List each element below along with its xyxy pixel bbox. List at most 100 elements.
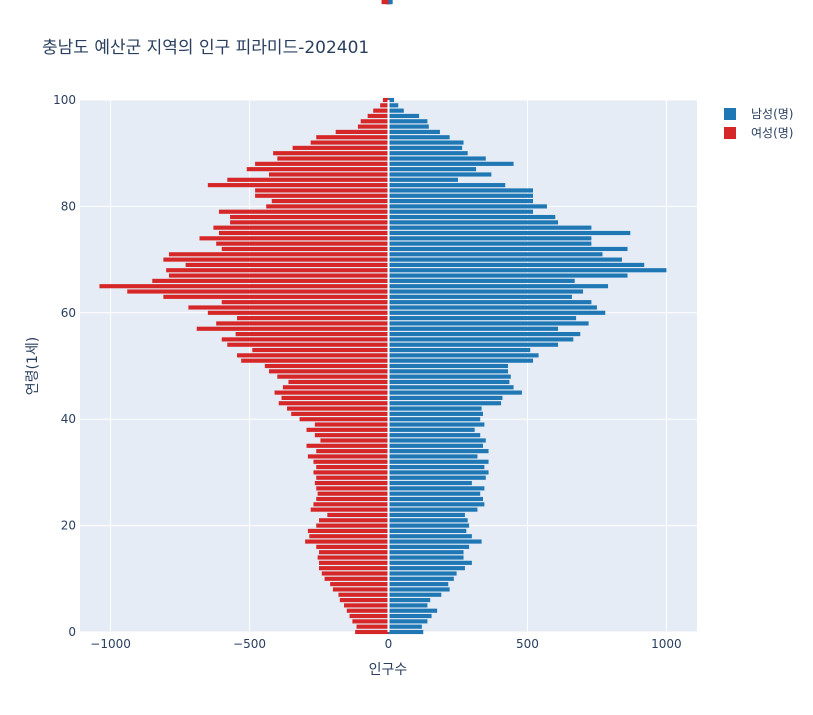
- bar-female-age-8[interactable]: [332, 587, 389, 592]
- bar-male-age-59[interactable]: [388, 316, 577, 321]
- bar-male-age-86[interactable]: [388, 172, 492, 177]
- bar-male-age-68[interactable]: [388, 268, 667, 273]
- bar-female-age-41[interactable]: [291, 411, 389, 416]
- bar-male-age-97[interactable]: [388, 113, 420, 119]
- bar-female-age-61[interactable]: [188, 305, 389, 310]
- bar-female-age-7[interactable]: [338, 592, 389, 597]
- bar-male-age-66[interactable]: [388, 278, 575, 283]
- bar-male-age-9[interactable]: [388, 582, 449, 587]
- bar-female-age-undefined[interactable]: [381, 0, 389, 5]
- bar-male-age-69[interactable]: [388, 262, 645, 267]
- bar-female-age-27[interactable]: [316, 486, 389, 491]
- bar-male-age-82[interactable]: [388, 193, 534, 198]
- bar-male-age-58[interactable]: [388, 321, 589, 326]
- bar-female-age-5[interactable]: [344, 603, 389, 608]
- bar-male-age-24[interactable]: [388, 502, 485, 507]
- bar-female-age-38[interactable]: [306, 427, 389, 432]
- bar-female-age-76[interactable]: [213, 225, 389, 230]
- bar-female-age-99[interactable]: [380, 103, 389, 108]
- bar-female-age-56[interactable]: [235, 332, 389, 337]
- bar-male-age-11[interactable]: [388, 571, 457, 576]
- bar-male-age-45[interactable]: [388, 390, 522, 395]
- bar-female-age-84[interactable]: [207, 183, 389, 188]
- bar-female-age-21[interactable]: [319, 518, 389, 523]
- bar-female-age-74[interactable]: [199, 236, 389, 241]
- bar-male-age-22[interactable]: [388, 512, 465, 518]
- bar-male-age-32[interactable]: [388, 459, 489, 464]
- bar-male-age-20[interactable]: [388, 523, 470, 528]
- bar-female-age-35[interactable]: [306, 443, 389, 448]
- bar-male-age-92[interactable]: [388, 140, 464, 145]
- bar-female-age-54[interactable]: [227, 342, 389, 347]
- bar-male-age-15[interactable]: [388, 550, 464, 555]
- bar-male-age-0[interactable]: [388, 629, 424, 635]
- bar-female-age-3[interactable]: [349, 613, 389, 619]
- bar-female-age-95[interactable]: [357, 124, 389, 129]
- bar-male-age-54[interactable]: [388, 342, 559, 347]
- bar-male-age-13[interactable]: [388, 560, 472, 565]
- bar-female-age-14[interactable]: [317, 555, 389, 560]
- bar-female-age-16[interactable]: [316, 544, 389, 549]
- bar-male-age-5[interactable]: [388, 603, 428, 608]
- bar-male-age-2[interactable]: [388, 619, 428, 624]
- bar-male-age-96[interactable]: [388, 119, 428, 124]
- bar-female-age-46[interactable]: [282, 385, 389, 390]
- bar-male-age-77[interactable]: [388, 220, 559, 225]
- bar-male-age-44[interactable]: [388, 395, 503, 400]
- bar-female-age-98[interactable]: [373, 108, 389, 113]
- bar-male-age-70[interactable]: [388, 257, 622, 262]
- bar-male-age-95[interactable]: [388, 124, 429, 129]
- bar-female-age-58[interactable]: [216, 321, 389, 326]
- bar-female-age-47[interactable]: [288, 379, 389, 385]
- bar-male-age-51[interactable]: [388, 358, 534, 363]
- bar-male-age-26[interactable]: [388, 491, 481, 496]
- bar-male-age-56[interactable]: [388, 332, 581, 337]
- bar-female-age-86[interactable]: [268, 172, 389, 177]
- bar-male-age-4[interactable]: [388, 608, 438, 613]
- bar-female-age-31[interactable]: [316, 465, 389, 470]
- bar-male-age-37[interactable]: [388, 433, 481, 438]
- bar-female-age-69[interactable]: [185, 262, 389, 267]
- bar-male-age-36[interactable]: [388, 438, 486, 443]
- legend-item-female[interactable]: 여성(명): [724, 126, 793, 140]
- bar-male-age-71[interactable]: [388, 252, 603, 257]
- bar-female-age-65[interactable]: [99, 284, 389, 289]
- bar-female-age-91[interactable]: [292, 145, 389, 150]
- bar-male-age-23[interactable]: [388, 507, 478, 512]
- bar-female-age-26[interactable]: [317, 491, 389, 496]
- bar-female-age-62[interactable]: [221, 300, 389, 305]
- bar-male-age-99[interactable]: [388, 103, 399, 108]
- bar-female-age-83[interactable]: [255, 188, 389, 193]
- bar-female-age-59[interactable]: [237, 316, 389, 321]
- bar-female-age-24[interactable]: [313, 502, 389, 507]
- bar-female-age-48[interactable]: [277, 374, 389, 379]
- bar-male-age-88[interactable]: [388, 161, 514, 166]
- bar-female-age-29[interactable]: [316, 475, 389, 480]
- bar-female-age-20[interactable]: [316, 523, 389, 528]
- bar-female-age-67[interactable]: [168, 273, 389, 278]
- bar-male-age-91[interactable]: [388, 145, 463, 150]
- bar-female-age-4[interactable]: [346, 608, 389, 613]
- bar-male-age-76[interactable]: [388, 225, 592, 230]
- bar-female-age-96[interactable]: [360, 119, 389, 124]
- bar-male-age-100[interactable]: [388, 97, 395, 103]
- bar-female-age-19[interactable]: [307, 528, 389, 533]
- bar-female-age-1[interactable]: [356, 624, 389, 629]
- bar-female-age-80[interactable]: [266, 204, 389, 209]
- bar-female-age-39[interactable]: [314, 422, 389, 427]
- bar-male-age-53[interactable]: [388, 347, 531, 353]
- bar-male-age-47[interactable]: [388, 379, 510, 385]
- bar-female-age-72[interactable]: [221, 246, 389, 252]
- bar-female-age-88[interactable]: [255, 161, 389, 166]
- bar-male-age-27[interactable]: [388, 486, 485, 491]
- bar-female-age-75[interactable]: [218, 230, 389, 236]
- bar-male-age-18[interactable]: [388, 534, 472, 539]
- bar-male-age-49[interactable]: [388, 369, 509, 374]
- bar-male-age-50[interactable]: [388, 363, 509, 369]
- bar-male-age-85[interactable]: [388, 177, 458, 182]
- bar-female-age-23[interactable]: [310, 507, 389, 512]
- legend[interactable]: 남성(명) 여성(명): [724, 107, 793, 140]
- bar-male-age-10[interactable]: [388, 576, 454, 581]
- bar-female-age-17[interactable]: [305, 539, 389, 544]
- bar-female-age-92[interactable]: [310, 140, 389, 145]
